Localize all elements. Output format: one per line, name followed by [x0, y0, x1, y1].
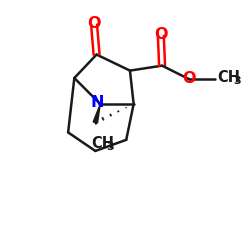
- Text: O: O: [154, 27, 168, 42]
- Text: CH: CH: [217, 70, 240, 85]
- Text: CH: CH: [91, 136, 114, 151]
- Text: N: N: [90, 95, 104, 110]
- Text: O: O: [87, 16, 101, 31]
- Text: 3: 3: [233, 76, 241, 86]
- Polygon shape: [93, 104, 100, 123]
- Text: O: O: [182, 70, 196, 86]
- Text: 3: 3: [106, 142, 114, 152]
